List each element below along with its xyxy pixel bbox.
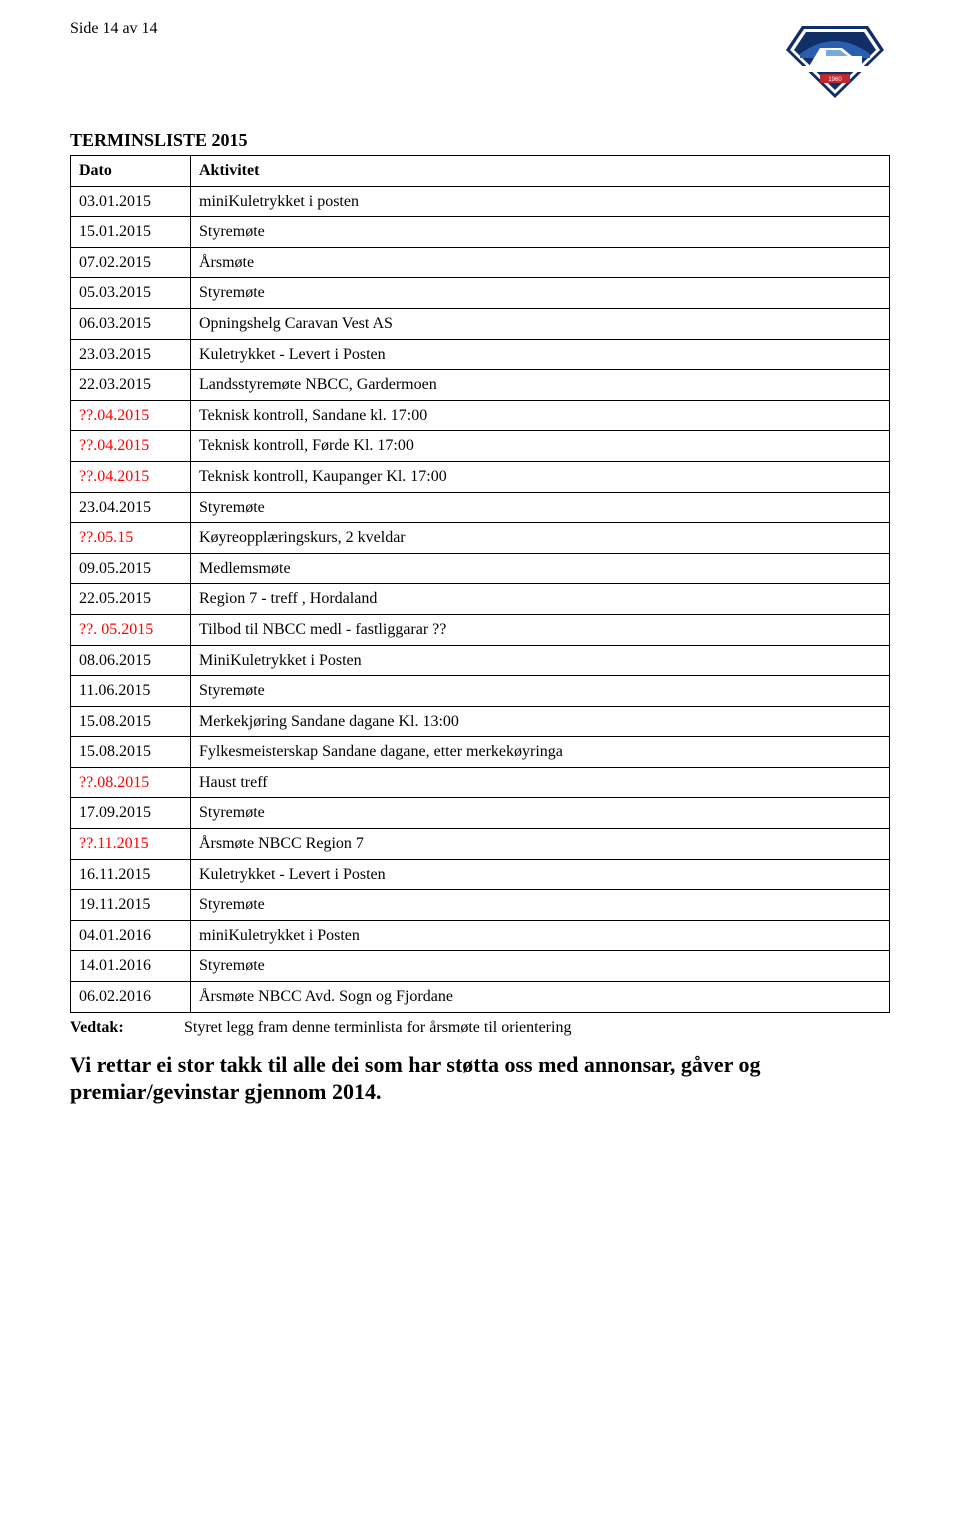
page-reference: Side 14 av 14 xyxy=(70,20,158,38)
cell-aktivitet: Tilbod til NBCC medl - fastliggarar ?? xyxy=(191,614,890,645)
cell-dato: 15.08.2015 xyxy=(71,737,191,768)
closing-statement: Vi rettar ei stor takk til alle dei som … xyxy=(70,1051,890,1106)
cell-aktivitet: Teknisk kontroll, Kaupanger Kl. 17:00 xyxy=(191,461,890,492)
cell-aktivitet: Styremøte xyxy=(191,676,890,707)
table-row: 04.01.2016miniKuletrykket i Posten xyxy=(71,920,890,951)
cell-aktivitet: Region 7 - treff , Hordaland xyxy=(191,584,890,615)
cell-aktivitet: Køyreopplæringskurs, 2 kveldar xyxy=(191,523,890,554)
table-row: 15.01.2015Styremøte xyxy=(71,217,890,248)
table-row: 23.04.2015Styremøte xyxy=(71,492,890,523)
table-row: ??.04.2015Teknisk kontroll, Sandane kl. … xyxy=(71,400,890,431)
table-row: 11.06.2015Styremøte xyxy=(71,676,890,707)
table-row: 08.06.2015MiniKuletrykket i Posten xyxy=(71,645,890,676)
cell-aktivitet: Styremøte xyxy=(191,798,890,829)
cell-dato: 15.01.2015 xyxy=(71,217,191,248)
cell-aktivitet: Kuletrykket - Levert i Posten xyxy=(191,859,890,890)
cell-dato: 03.01.2015 xyxy=(71,186,191,217)
cell-aktivitet: Opningshelg Caravan Vest AS xyxy=(191,308,890,339)
cell-dato: ??.04.2015 xyxy=(71,400,191,431)
vedtak-text: Styret legg fram denne terminlista for å… xyxy=(184,1019,571,1036)
table-row: 15.08.2015Merkekjøring Sandane dagane Kl… xyxy=(71,706,890,737)
cell-dato: 08.06.2015 xyxy=(71,645,191,676)
table-row: 05.03.2015Styremøte xyxy=(71,278,890,309)
cell-dato: 22.03.2015 xyxy=(71,370,191,401)
cell-dato: 06.03.2015 xyxy=(71,308,191,339)
cell-dato: 06.02.2016 xyxy=(71,982,191,1013)
document-title: TERMINSLISTE 2015 xyxy=(70,130,890,151)
cell-dato: ??.11.2015 xyxy=(71,829,191,860)
cell-aktivitet: Styremøte xyxy=(191,492,890,523)
cell-dato: ??.05.15 xyxy=(71,523,191,554)
cell-dato: 04.01.2016 xyxy=(71,920,191,951)
table-row: ??.05.15Køyreopplæringskurs, 2 kveldar xyxy=(71,523,890,554)
table-row: ??. 05.2015Tilbod til NBCC medl - fastli… xyxy=(71,614,890,645)
cell-dato: 23.03.2015 xyxy=(71,339,191,370)
table-row: 22.03.2015Landsstyremøte NBCC, Gardermoe… xyxy=(71,370,890,401)
cell-dato: 11.06.2015 xyxy=(71,676,191,707)
cell-aktivitet: Merkekjøring Sandane dagane Kl. 13:00 xyxy=(191,706,890,737)
cell-aktivitet: Styremøte xyxy=(191,217,890,248)
cell-dato: 23.04.2015 xyxy=(71,492,191,523)
vedtak-label: Vedtak: xyxy=(70,1019,180,1037)
page-header: Side 14 av 14 1960 xyxy=(70,20,890,100)
cell-aktivitet: Teknisk kontroll, Førde Kl. 17:00 xyxy=(191,431,890,462)
cell-dato: 09.05.2015 xyxy=(71,553,191,584)
vedtak-line: Vedtak: Styret legg fram denne terminlis… xyxy=(70,1019,890,1037)
cell-aktivitet: Styremøte xyxy=(191,951,890,982)
cell-aktivitet: Årsmøte xyxy=(191,247,890,278)
table-row: ??.11.2015Årsmøte NBCC Region 7 xyxy=(71,829,890,860)
cell-dato: ??.04.2015 xyxy=(71,431,191,462)
table-row: 06.02.2016Årsmøte NBCC Avd. Sogn og Fjor… xyxy=(71,982,890,1013)
table-row: 22.05.2015Region 7 - treff , Hordaland xyxy=(71,584,890,615)
table-row: 14.01.2016Styremøte xyxy=(71,951,890,982)
club-logo-icon: 1960 xyxy=(780,20,890,100)
cell-dato: 22.05.2015 xyxy=(71,584,191,615)
col-header-aktivitet: Aktivitet xyxy=(191,156,890,187)
cell-aktivitet: Landsstyremøte NBCC, Gardermoen xyxy=(191,370,890,401)
cell-dato: 17.09.2015 xyxy=(71,798,191,829)
table-row: 15.08.2015Fylkesmeisterskap Sandane daga… xyxy=(71,737,890,768)
cell-dato: 19.11.2015 xyxy=(71,890,191,921)
cell-aktivitet: Medlemsmøte xyxy=(191,553,890,584)
cell-aktivitet: Fylkesmeisterskap Sandane dagane, etter … xyxy=(191,737,890,768)
table-row: ??.08.2015Haust treff xyxy=(71,767,890,798)
cell-aktivitet: Årsmøte NBCC Region 7 xyxy=(191,829,890,860)
col-header-dato: Dato xyxy=(71,156,191,187)
cell-aktivitet: MiniKuletrykket i Posten xyxy=(191,645,890,676)
table-row: 03.01.2015miniKuletrykket i posten xyxy=(71,186,890,217)
cell-aktivitet: Styremøte xyxy=(191,278,890,309)
table-row: 06.03.2015Opningshelg Caravan Vest AS xyxy=(71,308,890,339)
cell-dato: 05.03.2015 xyxy=(71,278,191,309)
cell-aktivitet: Årsmøte NBCC Avd. Sogn og Fjordane xyxy=(191,982,890,1013)
table-row: 09.05.2015Medlemsmøte xyxy=(71,553,890,584)
cell-dato: ??. 05.2015 xyxy=(71,614,191,645)
cell-dato: 15.08.2015 xyxy=(71,706,191,737)
cell-aktivitet: Kuletrykket - Levert i Posten xyxy=(191,339,890,370)
table-row: 07.02.2015Årsmøte xyxy=(71,247,890,278)
cell-dato: 14.01.2016 xyxy=(71,951,191,982)
cell-dato: 16.11.2015 xyxy=(71,859,191,890)
table-row: ??.04.2015Teknisk kontroll, Kaupanger Kl… xyxy=(71,461,890,492)
terms-table: Dato Aktivitet 03.01.2015miniKuletrykket… xyxy=(70,155,890,1013)
cell-aktivitet: Styremøte xyxy=(191,890,890,921)
cell-dato: 07.02.2015 xyxy=(71,247,191,278)
cell-aktivitet: miniKuletrykket i posten xyxy=(191,186,890,217)
table-row: ??.04.2015Teknisk kontroll, Førde Kl. 17… xyxy=(71,431,890,462)
cell-aktivitet: Haust treff xyxy=(191,767,890,798)
cell-dato: ??.04.2015 xyxy=(71,461,191,492)
table-row: 16.11.2015Kuletrykket - Levert i Posten xyxy=(71,859,890,890)
svg-text:1960: 1960 xyxy=(828,77,842,83)
cell-dato: ??.08.2015 xyxy=(71,767,191,798)
table-row: 23.03.2015Kuletrykket - Levert i Posten xyxy=(71,339,890,370)
cell-aktivitet: miniKuletrykket i Posten xyxy=(191,920,890,951)
cell-aktivitet: Teknisk kontroll, Sandane kl. 17:00 xyxy=(191,400,890,431)
table-header-row: Dato Aktivitet xyxy=(71,156,890,187)
table-row: 19.11.2015Styremøte xyxy=(71,890,890,921)
table-row: 17.09.2015Styremøte xyxy=(71,798,890,829)
